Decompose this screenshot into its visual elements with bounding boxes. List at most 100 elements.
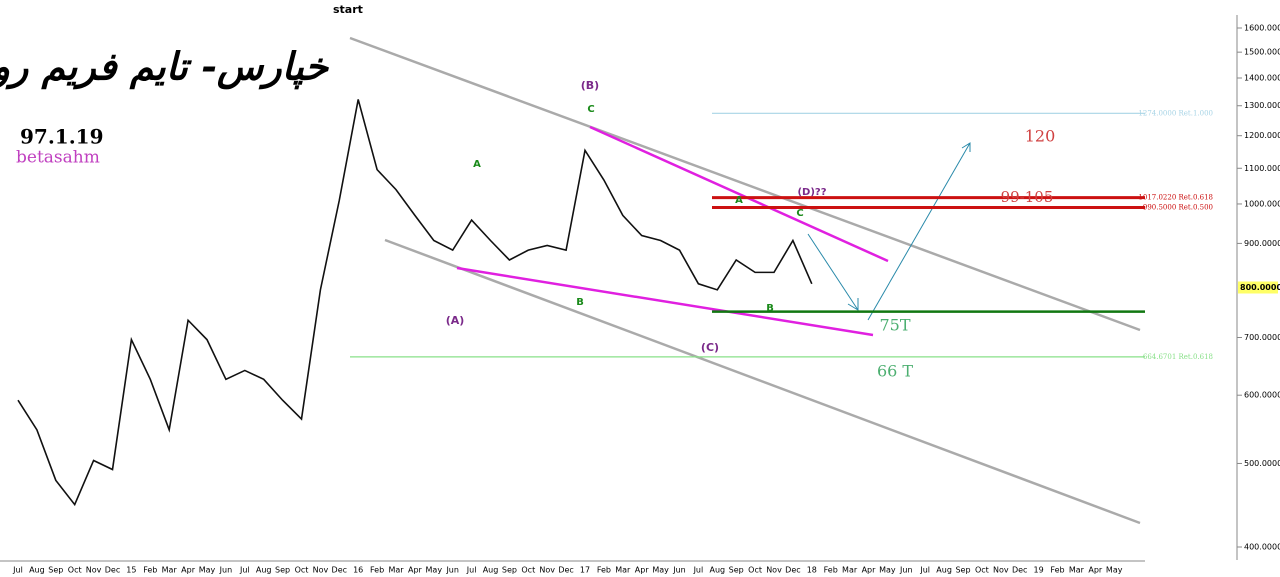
x-tick-label: 16 xyxy=(353,566,363,575)
x-tick-label: Mar xyxy=(1069,566,1085,575)
x-tick-label: Apr xyxy=(181,566,196,575)
y-tick-label: 1500.0000 xyxy=(1244,48,1280,57)
x-tick-label: Jul xyxy=(239,566,250,575)
x-tick-label: Aug xyxy=(256,566,272,575)
wedge-bottom xyxy=(456,266,874,337)
y-tick-label: 1200.0000 xyxy=(1244,131,1280,140)
y-tick-label: 1600.0000 xyxy=(1244,24,1280,33)
x-tick-label: Jun xyxy=(445,566,459,575)
x-tick-label: Jul xyxy=(693,566,704,575)
annotation: C xyxy=(587,104,594,115)
y-tick-label: 900.0000 xyxy=(1244,239,1280,248)
start-label: start xyxy=(333,3,363,16)
x-tick-label: Dec xyxy=(558,566,573,575)
x-tick-label: Mar xyxy=(162,566,178,575)
annotation: B xyxy=(766,303,774,314)
annotation: A xyxy=(735,195,743,206)
x-tick-label: May xyxy=(879,566,896,575)
x-tick-label: Nov xyxy=(539,566,555,575)
last-price-label: 800.0000 xyxy=(1240,283,1280,292)
x-tick-label: Feb xyxy=(370,566,384,575)
annotation: (A) xyxy=(446,314,465,327)
x-tick-label: Oct xyxy=(748,566,762,575)
level-label: 1017.0220 Ret.0.618 xyxy=(1138,194,1213,202)
x-tick-label: Dec xyxy=(105,566,120,575)
level-label: 990.5000 Ret.0.500 xyxy=(1143,204,1213,212)
x-tick-label: Nov xyxy=(993,566,1009,575)
x-tick-label: Jun xyxy=(899,566,913,575)
annotation: C xyxy=(796,208,803,219)
y-tick-label: 700.0000 xyxy=(1244,333,1280,342)
y-tick-label: 1000.0000 xyxy=(1244,199,1280,208)
channel-bottom xyxy=(384,238,1141,525)
x-tick-label: Jun xyxy=(672,566,686,575)
x-tick-label: Jun xyxy=(219,566,233,575)
arrow-down xyxy=(807,233,859,311)
price-line xyxy=(17,99,813,507)
x-tick-label: Oct xyxy=(975,566,989,575)
x-tick-label: 19 xyxy=(1034,566,1044,575)
watermark: betasahm xyxy=(16,148,100,168)
x-tick-label: 18 xyxy=(807,566,817,575)
annotation: (C) xyxy=(701,341,719,354)
x-tick-label: Feb xyxy=(597,566,611,575)
x-tick-label: Jul xyxy=(466,566,477,575)
x-tick-label: Apr xyxy=(1088,566,1103,575)
x-tick-label: Dec xyxy=(785,566,800,575)
y-tick-label: 1100.0000 xyxy=(1244,164,1280,173)
x-tick-label: Sep xyxy=(729,566,744,575)
date: 97.1.19 xyxy=(20,125,104,149)
arrow-up xyxy=(867,142,971,321)
x-tick-label: Sep xyxy=(48,566,63,575)
x-tick-label: Apr xyxy=(862,566,877,575)
annotation: (B) xyxy=(581,79,599,92)
x-tick-label: Mar xyxy=(615,566,631,575)
x-tick-label: Nov xyxy=(766,566,782,575)
annotation: 99-105 xyxy=(1001,188,1054,206)
x-tick-label: Mar xyxy=(842,566,858,575)
x-tick-label: Sep xyxy=(955,566,970,575)
wedge-top xyxy=(589,125,889,263)
x-tick-label: Feb xyxy=(143,566,157,575)
annotation: 75T xyxy=(879,316,910,335)
level-label: 664.6701 Ret.0.618 xyxy=(1143,353,1213,361)
x-tick-label: Mar xyxy=(388,566,404,575)
x-tick-label: 15 xyxy=(126,566,136,575)
x-tick-label: Feb xyxy=(1050,566,1064,575)
x-tick-label: May xyxy=(199,566,216,575)
x-tick-label: Aug xyxy=(936,566,952,575)
channel-top xyxy=(349,36,1141,332)
y-tick-label: 600.0000 xyxy=(1244,391,1280,400)
y-tick-label: 1300.0000 xyxy=(1244,101,1280,110)
x-tick-label: Feb xyxy=(824,566,838,575)
annotation: (D)?? xyxy=(797,187,826,198)
x-tick-label: Oct xyxy=(521,566,535,575)
x-tick-label: Nov xyxy=(86,566,102,575)
annotation: A xyxy=(473,159,481,170)
x-tick-label: Jul xyxy=(919,566,930,575)
x-tick-label: Jul xyxy=(12,566,23,575)
x-tick-label: Apr xyxy=(635,566,650,575)
annotation: 66 T xyxy=(877,362,913,381)
level-label: 1274.0000 Ret.1.000 xyxy=(1138,109,1213,117)
x-tick-label: Oct xyxy=(68,566,82,575)
y-tick-label: 400.0000 xyxy=(1244,543,1280,552)
x-tick-label: Aug xyxy=(29,566,45,575)
x-tick-label: Oct xyxy=(295,566,309,575)
x-tick-label: May xyxy=(426,566,443,575)
x-tick-label: Dec xyxy=(332,566,347,575)
x-tick-label: May xyxy=(652,566,669,575)
x-tick-label: 17 xyxy=(580,566,590,575)
title: خپارس- تایم فریم روزانه xyxy=(0,44,330,90)
x-tick-label: May xyxy=(1106,566,1123,575)
y-tick-label: 500.0000 xyxy=(1244,459,1280,468)
annotation: 120 xyxy=(1025,127,1056,146)
x-tick-label: Nov xyxy=(313,566,329,575)
annotation: B xyxy=(576,297,584,308)
x-tick-label: Dec xyxy=(1012,566,1027,575)
x-tick-label: Sep xyxy=(275,566,290,575)
last-price-tag xyxy=(1238,281,1278,294)
y-tick-label: 1400.0000 xyxy=(1244,73,1280,82)
x-tick-label: Sep xyxy=(502,566,517,575)
